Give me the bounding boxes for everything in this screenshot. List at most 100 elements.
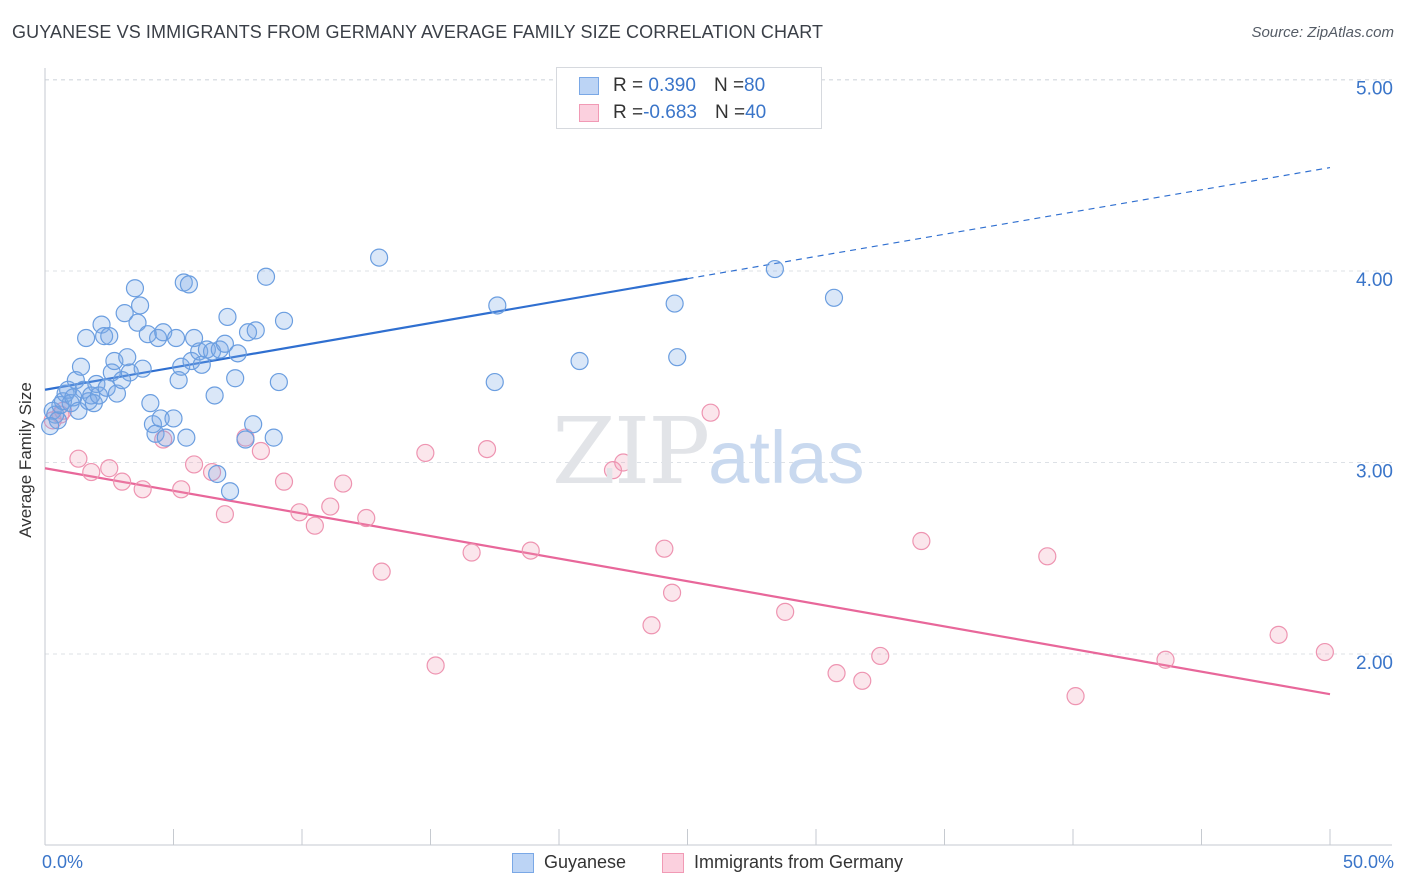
guyanese-point (130, 296, 150, 315)
germany-point (100, 459, 119, 478)
guyanese-point (66, 371, 85, 390)
guyanese-point (172, 357, 191, 376)
germany-point (82, 462, 101, 482)
trend-line-germany (44, 467, 1331, 696)
guyanese-point (41, 417, 60, 436)
watermark-atlas: atlas (708, 416, 865, 499)
germany-point (853, 671, 872, 690)
germany-point (662, 583, 682, 602)
germany-point (603, 461, 623, 480)
guyanese-point (488, 296, 507, 315)
germany-point (133, 480, 152, 499)
guyanese-point (208, 464, 227, 484)
stats-legend: R = 0.390 N = 80 R = -0.683 N = 40 (556, 67, 822, 129)
guyanese-point (112, 371, 132, 390)
germany-point (426, 656, 445, 675)
legend-label-guyanese: Guyanese (544, 852, 627, 872)
y-tick-label: 5.00 (1356, 79, 1393, 100)
germany-point (215, 505, 234, 524)
r-value: -0.683 (643, 102, 697, 123)
germany-point (776, 602, 795, 621)
stats-legend-row-germany: R = -0.683 N = 40 (579, 100, 766, 126)
guyanese-point (71, 357, 91, 376)
guyanese-point (128, 313, 147, 332)
germany-legend-swatch (662, 852, 684, 873)
watermark-zip: ZIP (552, 398, 710, 505)
guyanese-point (765, 259, 784, 279)
germany-point (112, 472, 132, 491)
germany-point (521, 541, 540, 560)
germany-point (827, 664, 846, 683)
guyanese-point (133, 359, 152, 378)
germany-point (1038, 547, 1057, 566)
germany-point (251, 441, 270, 461)
n-label: N = (713, 75, 745, 96)
germany-point (305, 516, 324, 535)
guyanese-point (115, 304, 134, 323)
germany-point (1269, 625, 1288, 644)
guyanese-point (169, 371, 188, 390)
guyanese-point (218, 307, 237, 327)
guyanese-point (107, 384, 127, 403)
guyanese-point (148, 328, 168, 348)
legend-label-germany: Immigrants from Germany (694, 852, 904, 872)
n-label: N = (714, 102, 746, 123)
germany-point (357, 508, 376, 528)
guyanese-point (179, 275, 199, 294)
germany-point (477, 439, 497, 459)
guyanese-point (118, 348, 137, 367)
guyanese-point (256, 267, 276, 286)
guyanese-point (236, 430, 255, 449)
guyanese-point (215, 334, 234, 353)
guyanese-legend-swatch (512, 852, 534, 873)
n-value: 40 (745, 102, 767, 123)
guyanese-point (177, 428, 196, 447)
guyanese-point (220, 482, 240, 501)
germany-point (334, 474, 353, 493)
x-tick-label-min: 0.0% (42, 852, 84, 872)
legend-item-germany[interactable]: Immigrants from Germany (662, 852, 903, 873)
guyanese-point (210, 340, 229, 359)
guyanese-point (205, 386, 224, 405)
germany-point (655, 539, 674, 558)
germany-point (642, 616, 661, 635)
germany-point (290, 503, 309, 522)
y-tick-label: 2.00 (1356, 653, 1393, 674)
x-tick-label-max: 50.0% (1342, 852, 1394, 872)
n-value: 80 (744, 75, 766, 96)
guyanese-point (166, 328, 186, 348)
germany-point (372, 562, 391, 581)
germany-point (321, 497, 340, 516)
guyanese-point (164, 409, 183, 428)
y-tick-label: 4.00 (1356, 270, 1393, 291)
germany-point (462, 543, 481, 562)
germany-point (614, 453, 633, 472)
germany-swatch (579, 104, 599, 122)
legend-item-guyanese[interactable]: Guyanese (512, 852, 626, 873)
guyanese-point (228, 344, 247, 363)
guyanese-point (264, 428, 283, 447)
source-label: Source: ZipAtlas.com (1251, 24, 1394, 41)
trend-line-guyanese-projection (687, 166, 1331, 280)
guyanese-point (156, 428, 175, 447)
guyanese-point (226, 369, 245, 388)
germany-point (701, 403, 720, 422)
stats-legend-row-guyanese: R = 0.390 N = 80 (579, 73, 765, 99)
y-axis-label: Average Family Size (16, 382, 35, 538)
guyanese-point (89, 386, 109, 405)
r-label: R = (613, 102, 644, 123)
germany-point (184, 455, 204, 474)
guyanese-point (125, 279, 145, 298)
r-value: 0.390 (648, 75, 696, 96)
germany-point (69, 449, 88, 468)
guyanese-swatch (579, 77, 599, 95)
guyanese-point (274, 311, 294, 330)
guyanese-point (370, 248, 389, 267)
guyanese-point (244, 415, 263, 434)
guyanese-point (269, 372, 288, 392)
germany-point (1156, 650, 1175, 669)
guyanese-point (102, 363, 121, 382)
r-label: R = (613, 75, 644, 96)
guyanese-point (64, 388, 83, 407)
guyanese-point (95, 327, 114, 346)
